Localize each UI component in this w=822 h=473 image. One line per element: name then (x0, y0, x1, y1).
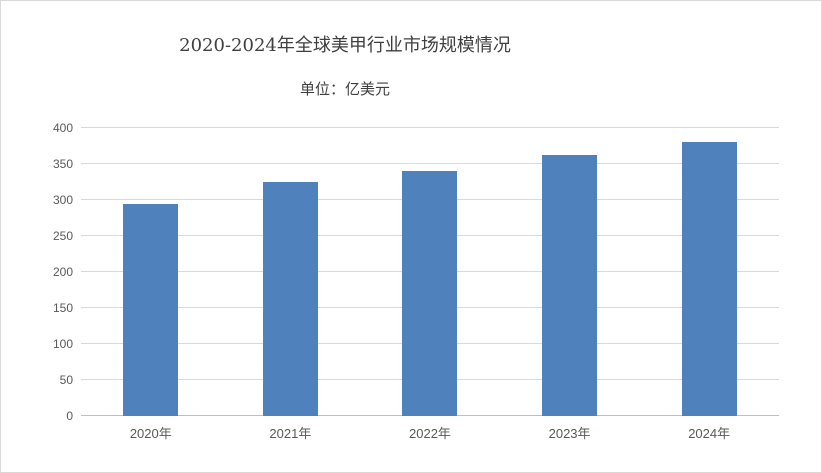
gridline-350 (81, 163, 779, 164)
x-axis: 2020年 2021年 2022年 2023年 2024年 (81, 423, 779, 442)
bar-2021年 (262, 182, 318, 416)
bar-slot-2020年 (81, 128, 221, 416)
bars-group (81, 128, 779, 416)
y-tick-label-50: 50 (59, 373, 73, 387)
plot-area (81, 127, 779, 416)
chart-title: 2020-2024年全球美甲行业市场规模情况 (179, 35, 511, 56)
gridline-400 (81, 127, 779, 128)
x-tick-label-2020年: 2020年 (129, 426, 172, 441)
y-tick-label-150: 150 (52, 301, 73, 315)
x-tick-label-2024年: 2024年 (688, 426, 731, 441)
bar-2022年 (402, 171, 458, 416)
chart-subtitle: 单位：亿美元 (299, 80, 391, 98)
y-tick-label-250: 250 (52, 229, 73, 243)
x-tick-label-2023年: 2023年 (548, 426, 591, 441)
y-tick-label-200: 200 (52, 265, 73, 279)
bar-slot-2023年 (500, 128, 640, 416)
y-tick-label-100: 100 (52, 337, 73, 351)
y-axis: 0 50 100 150 200 250 300 350 400 (1, 122, 73, 422)
y-tick-label-350: 350 (52, 157, 73, 171)
y-tick-label-400: 400 (52, 121, 73, 135)
bar-slot-2022年 (360, 128, 500, 416)
bar-2023年 (542, 155, 598, 416)
y-tick-label-0: 0 (66, 409, 73, 423)
bar-slot-2021年 (221, 128, 361, 416)
bar-2024年 (681, 142, 737, 416)
y-tick-label-300: 300 (52, 193, 73, 207)
x-tick-label-2022年: 2022年 (409, 426, 451, 441)
x-tick-label-2021年: 2021年 (269, 426, 312, 441)
bar-2020年 (123, 203, 179, 416)
bar-slot-2024年 (639, 128, 779, 416)
